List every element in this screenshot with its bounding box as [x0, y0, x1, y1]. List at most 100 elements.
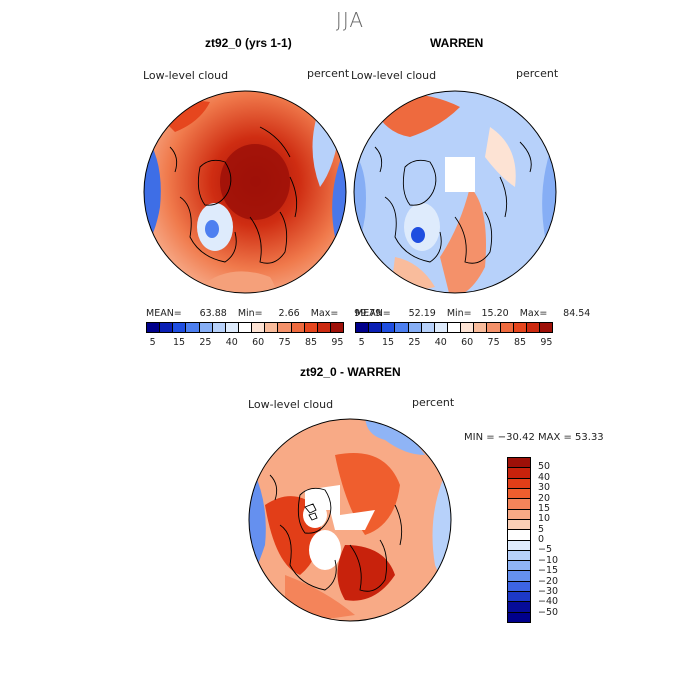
colorbar-swatch — [461, 323, 475, 332]
colorbar-tick-label: 10 — [538, 513, 551, 525]
colorbar-ticks: 5 15 25 40 60 75 85 95 — [355, 337, 553, 349]
colorbar-tick-label: 5 — [538, 523, 545, 535]
mean-value: 63.88 — [199, 308, 227, 319]
colorbar-tick-label: 60 — [252, 337, 265, 348]
panel-variable-label: Low-level cloud — [351, 69, 437, 82]
colorbar-tick-label: −15 — [538, 565, 559, 577]
colorbar-tick-label: 85 — [304, 337, 318, 348]
colorbar-tick-label: 15 — [538, 502, 551, 514]
min-value: 2.66 — [278, 308, 300, 319]
season-title: JJA — [335, 8, 365, 32]
panel-variable-label: Low-level cloud — [143, 69, 229, 82]
colorbar-swatch — [508, 550, 530, 562]
mean-label: MEAN= — [355, 308, 391, 319]
colorbar-swatch — [508, 530, 530, 541]
colorbar-tick-label: 60 — [461, 337, 474, 348]
colorbar-swatch — [508, 612, 530, 622]
colorbar-tick-label: −20 — [538, 575, 559, 587]
colorbar-swatch — [434, 323, 448, 332]
colorbar-swatch — [500, 323, 514, 332]
colorbar-swatch — [330, 323, 344, 332]
colorbar-swatch — [487, 323, 501, 332]
colorbar-tick-label: 0 — [538, 534, 545, 545]
max-label: Max= — [519, 308, 548, 319]
colorbar — [146, 322, 344, 333]
colorbar — [355, 322, 553, 333]
colorbar-swatch — [369, 323, 383, 332]
colorbar-tick-label: 95 — [540, 337, 553, 348]
colorbar-tick-label: 85 — [513, 337, 527, 348]
mean-value: 52.19 — [408, 308, 436, 319]
colorbar-tick-label: 75 — [278, 337, 291, 348]
colorbar-swatch — [395, 323, 409, 332]
colorbar-swatch — [508, 509, 530, 520]
colorbar-tick-label: 50 — [538, 461, 551, 473]
colorbar-swatch — [291, 323, 305, 332]
colorbar-swatch — [199, 323, 213, 332]
colorbar-swatch — [508, 458, 530, 469]
panel-title-obs: WARREN — [430, 36, 484, 50]
colorbar-swatch — [526, 323, 540, 332]
colorbar-swatch — [421, 323, 435, 332]
colorbar-swatch — [356, 323, 370, 332]
colorbar-swatch — [238, 323, 253, 332]
max-value: 99.79 — [354, 308, 382, 319]
panel-units-label: percent — [412, 396, 455, 409]
colorbar-swatch — [447, 323, 462, 332]
panel-title-model: zt92_0 (yrs 1-1) — [205, 36, 292, 50]
colorbar-tick-label: 75 — [487, 337, 500, 348]
colorbar-swatch — [186, 323, 200, 332]
colorbar-swatch — [160, 323, 174, 332]
polar-map-model — [143, 90, 347, 294]
colorbar-tick-label: 15 — [381, 337, 395, 348]
min-value: 15.20 — [481, 308, 509, 319]
colorbar-swatch — [265, 323, 279, 332]
panel-title-diff: zt92_0 - WARREN — [300, 365, 401, 379]
stats-row: MEAN= 52.19 Min= 15.20 Max= 84.54 — [355, 308, 590, 319]
colorbar-tick-label: −10 — [538, 554, 559, 566]
colorbar-tick-label: 30 — [538, 482, 551, 494]
stats-row: MEAN= 63.88 Min= 2.66 Max= 99.79 — [146, 308, 381, 319]
colorbar-tick-label: 40 — [538, 471, 551, 483]
colorbar-swatch — [508, 540, 530, 551]
colorbar-swatch — [508, 561, 530, 572]
polar-map-obs — [353, 90, 557, 294]
colorbar-tick-label: 95 — [331, 337, 344, 348]
colorbar-swatch — [508, 592, 530, 603]
panel-variable-label: Low-level cloud — [248, 398, 334, 411]
colorbar-tick-label: 40 — [225, 337, 238, 348]
colorbar-swatch — [212, 323, 226, 332]
panel-units-label: percent — [516, 67, 559, 80]
colorbar-swatch — [539, 323, 553, 332]
colorbar-swatch — [508, 488, 530, 500]
colorbar-swatch — [304, 323, 318, 332]
colorbar-tick-label: 20 — [538, 492, 551, 504]
colorbar-swatch — [317, 323, 331, 332]
min-label: Min= — [446, 308, 472, 319]
colorbar-tick-label: 5 — [358, 337, 365, 348]
colorbar-tick-label: 5 — [149, 337, 156, 348]
colorbar-swatch — [474, 323, 488, 332]
colorbar-tick-label: −40 — [538, 596, 559, 608]
colorbar-swatch — [508, 581, 530, 593]
colorbar-tick-label: 25 — [199, 337, 212, 348]
colorbar-swatch — [508, 499, 530, 510]
colorbar-swatch — [508, 468, 530, 479]
colorbar-swatch — [513, 323, 527, 332]
max-label: Max= — [310, 308, 339, 319]
colorbar-swatch — [147, 323, 161, 332]
colorbar-swatch — [225, 323, 239, 332]
colorbar-swatch — [508, 602, 530, 613]
colorbar-tick-label: −50 — [538, 606, 559, 618]
colorbar-swatch — [278, 323, 292, 332]
colorbar-swatch — [173, 323, 187, 332]
colorbar-swatch — [508, 478, 530, 489]
polar-map-diff — [248, 418, 452, 622]
panel-units-label: percent — [307, 67, 350, 80]
colorbar-swatch — [508, 519, 530, 531]
mean-label: MEAN= — [146, 308, 182, 319]
colorbar-tick-label: 25 — [408, 337, 421, 348]
colorbar-vertical-ticks: 50 40 30 20 15 10 5 0 −5 −10 −15 −20 −30 −40 −50 — [538, 457, 578, 623]
colorbar-swatch — [508, 571, 530, 582]
colorbar-ticks: 5 15 25 40 60 75 85 95 — [146, 337, 344, 349]
